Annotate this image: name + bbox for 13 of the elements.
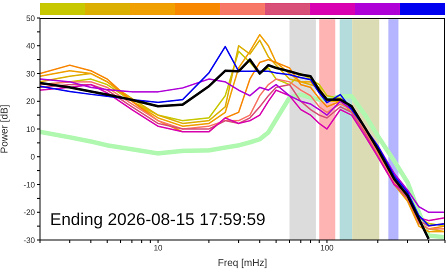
y-tick-label: 30 [26,69,36,78]
y-tick-label: -30 [23,236,36,245]
annotation: Ending 2026-08-15 17:59:59 [50,210,266,230]
y-tick-label: 0 [30,152,36,162]
y-tick-label: -10 [23,180,36,190]
y-tick-label: 10 [26,124,36,134]
y-tick-label: 50 [26,14,36,23]
y-tick-label: 20 [26,97,36,106]
x-tick-label: 100 [320,244,334,253]
y-tick-label: 40 [26,42,36,51]
x-axis-title: Freq [mHz] [218,258,268,269]
y-tick-label: -20 [23,208,36,218]
y-axis-title: Power [dB] [0,104,11,154]
